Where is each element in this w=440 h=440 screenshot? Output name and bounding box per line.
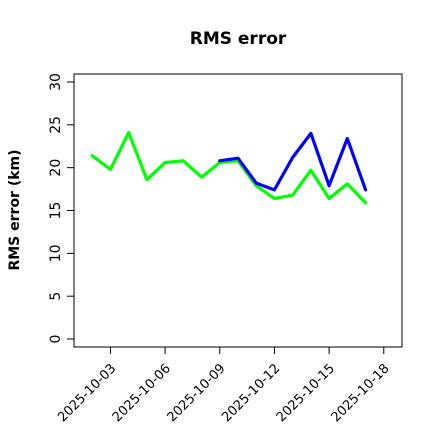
y-tick-label: 5	[48, 292, 64, 301]
x-axis: 2025-10-032025-10-062025-10-092025-10-12…	[55, 347, 393, 425]
y-tick-label: 15	[48, 202, 64, 220]
y-tick-label: 0	[48, 335, 64, 344]
series-group	[90, 130, 368, 205]
y-tick-label: 10	[48, 244, 64, 262]
y-tick-label: 30	[48, 73, 64, 91]
chart-title: RMS error	[190, 29, 287, 49]
series-line-2	[218, 131, 368, 192]
y-tick-label: 20	[48, 159, 64, 177]
y-axis-label: RMS error (km)	[7, 149, 23, 270]
plot-frame	[73, 73, 403, 348]
y-axis: 0 5 10 15 20 25 30	[48, 73, 74, 343]
series-line-1	[90, 130, 368, 205]
y-tick-label: 25	[48, 116, 64, 134]
x-tick-label: 2025-10-18	[329, 361, 393, 425]
